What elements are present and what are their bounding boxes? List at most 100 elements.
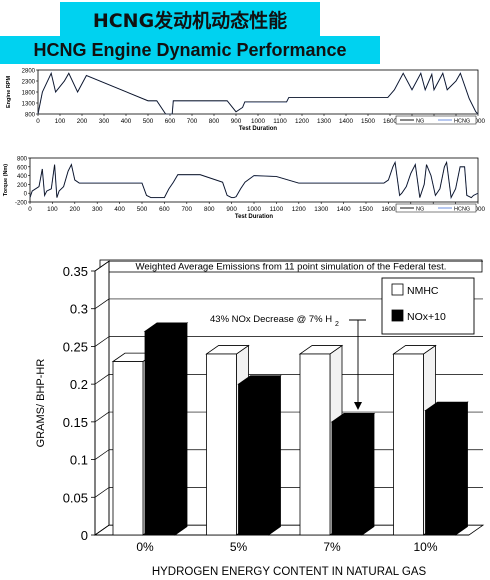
bar-side-nox+10	[455, 401, 468, 536]
y-axis-label: GRAMS/ BHP-HR	[35, 359, 47, 448]
legend-label-ng: NG	[416, 119, 424, 125]
annotation-subscript: 2	[335, 321, 339, 328]
y-tick-label: 0	[81, 528, 88, 543]
x-tick-label: 700	[187, 118, 198, 125]
x-axis-label: Test Duration	[239, 126, 278, 132]
annotation-text: 43% NOx Decrease @ 7% H	[210, 314, 332, 325]
x-tick-label: 1400	[337, 206, 352, 213]
x-tick-label: 300	[99, 118, 110, 125]
x-tick-label: 100	[55, 118, 66, 125]
x-tick-label: 1300	[317, 118, 332, 125]
y-tick-label: 0.2	[70, 377, 88, 392]
x-tick-label: 1200	[292, 206, 307, 213]
legend-label-nmhc: NMHC	[407, 285, 439, 297]
gridline-side	[94, 487, 110, 498]
y-axis-label: Torque (Nm)	[3, 164, 9, 196]
bar-nmhc	[299, 353, 331, 536]
legend-box	[395, 115, 477, 125]
y-tick-label: 1300	[22, 102, 36, 108]
x-tick-label: 1200	[295, 118, 310, 125]
gridline-side	[94, 449, 110, 460]
gridline-side	[94, 524, 110, 536]
x-tick-label: 1000	[247, 206, 262, 213]
x-tick-label: 1500	[359, 206, 374, 213]
annotation-arrow-head	[354, 402, 362, 410]
x-tick-label: 7%	[323, 540, 341, 554]
x-tick-label: 10%	[413, 540, 437, 554]
y-tick-label: -200	[15, 201, 28, 207]
title-box	[99, 259, 483, 273]
x-tick-label: 300	[92, 206, 103, 213]
legend-label-nox+10: NOx+10	[407, 311, 446, 323]
bar-nox+10	[238, 383, 269, 536]
bar-nmhc	[206, 353, 237, 536]
series-line-ng	[37, 72, 479, 115]
y-tick-label: 0.05	[63, 490, 88, 505]
bar-nox+10	[331, 421, 363, 536]
x-tick-label: 200	[70, 206, 81, 213]
x-tick-label: 200	[77, 118, 88, 125]
gridline-side	[94, 411, 110, 423]
gridline-side	[94, 260, 110, 272]
series-line-hcng	[29, 160, 479, 200]
legend-label-ng: NG	[416, 207, 424, 213]
y-axis-label: Engine RPM	[6, 76, 12, 109]
legend-box	[395, 203, 477, 213]
x-tick-label: 700	[182, 206, 193, 213]
x-tick-label: 500	[137, 206, 148, 213]
bar-side-nox+10	[174, 322, 188, 536]
x-axis-label: HYDROGEN ENERGY CONTENT IN NATURAL GAS	[152, 566, 427, 578]
series-line-ng	[29, 161, 479, 199]
engine-rpm-chart: 800 1300 1800 2300 2800 0 100 200 300 400 500 600 70…	[6, 69, 486, 133]
legend-swatch-nmhc	[391, 283, 404, 296]
gridline-side	[94, 336, 110, 347]
x-tick-label: 900	[226, 206, 237, 213]
bar-nox+10	[425, 410, 456, 536]
bar-side-nox+10	[268, 374, 281, 536]
bar-nox+10	[144, 330, 176, 536]
x-tick-label: 5%	[230, 540, 248, 554]
y-tick-label: 2800	[22, 69, 36, 75]
x-tick-label: 1600	[381, 206, 396, 213]
x-tick-label: 800	[204, 206, 215, 213]
y-tick-label: 0.35	[63, 264, 88, 279]
bar-nmhc	[393, 353, 424, 536]
y-tick-label: 0.1	[70, 453, 88, 468]
y-tick-label: 800	[25, 113, 36, 119]
y-tick-label: 2300	[22, 80, 36, 86]
y-tick-label: 200	[17, 183, 28, 189]
x-tick-label: 400	[114, 206, 125, 213]
y-tick-label: 0.3	[70, 302, 88, 317]
x-tick-label: 2000	[471, 118, 486, 125]
x-axis-label: Test Duration	[235, 214, 274, 220]
y-tick-label: 0	[24, 192, 28, 198]
x-tick-label: 1600	[383, 118, 398, 125]
x-tick-label: 1400	[339, 118, 354, 125]
title-chinese: HCNG发动机动态性能	[60, 2, 320, 36]
y-tick-label: 600	[17, 165, 28, 171]
x-tick-label: 1100	[273, 118, 287, 125]
x-tick-label: 0	[28, 206, 32, 213]
gridline-side	[94, 298, 110, 310]
y-tick-label: 400	[17, 174, 28, 180]
y-tick-label: 1800	[22, 91, 36, 97]
plot-frame	[29, 157, 479, 203]
plot-frame	[37, 69, 479, 115]
legend-label-hcng: HCNG	[454, 119, 470, 125]
x-tick-label: 400	[121, 118, 132, 125]
title-english: HCNG Engine Dynamic Performance	[0, 36, 380, 64]
emissions-bar-chart: Weighted Average Emissions from 11 point…	[35, 259, 485, 578]
x-tick-label: 1500	[361, 118, 376, 125]
bar-side-nox+10	[361, 412, 375, 536]
x-tick-label: 0	[36, 118, 40, 125]
x-tick-label: 1300	[314, 206, 329, 213]
x-tick-label: 800	[209, 118, 220, 125]
bar-nmhc	[112, 361, 144, 536]
x-tick-label: 0%	[136, 540, 154, 554]
x-tick-label: 100	[47, 206, 58, 213]
series-line-hcng	[37, 71, 479, 115]
y-tick-label: 800	[17, 157, 28, 163]
legend-swatch-nox+10	[391, 309, 404, 322]
x-tick-label: 1000	[251, 118, 266, 125]
